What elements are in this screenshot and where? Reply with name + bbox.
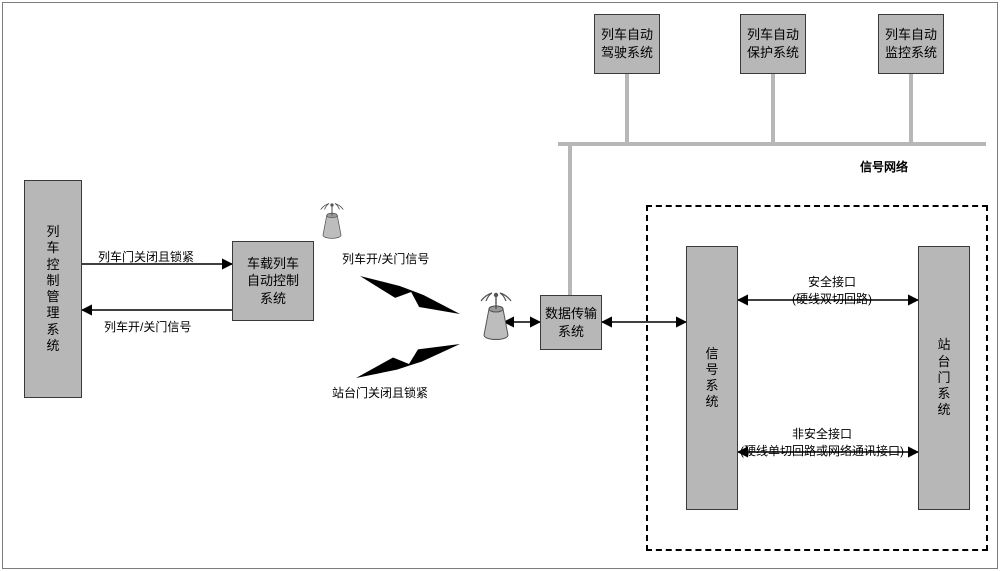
node-tcms: 列车控制管理系统: [24, 180, 82, 398]
edge-label-door-closed: 列车门关闭且锁紧: [98, 248, 194, 265]
dashed-subsystem-box: [646, 205, 988, 551]
bus-label: 信号网络: [860, 158, 908, 175]
diagram-canvas: 列车控制管理系统 车载列车自动控制系统 数据传输系统 列车自动驾驶系统 列车自动…: [0, 0, 1000, 571]
edge-label-nonsafe-if-main: 非安全接口: [792, 427, 852, 441]
edge-label-nonsafe-if: 非安全接口 (硬线单切回路或网络通讯接口): [740, 425, 904, 459]
node-onboard-label: 车载列车自动控制系统: [247, 255, 299, 308]
node-ats: 列车自动监控系统: [878, 14, 944, 74]
wireless-label-top: 列车开/关门信号: [342, 250, 429, 267]
edge-label-nonsafe-if-sub: (硬线单切回路或网络通讯接口): [740, 444, 904, 458]
edge-label-door-signal: 列车开/关门信号: [104, 318, 191, 335]
node-ats-label: 列车自动监控系统: [885, 26, 937, 61]
node-ato: 列车自动驾驶系统: [594, 14, 660, 74]
wireless-label-bottom: 站台门关闭且锁紧: [332, 384, 428, 401]
edge-label-safe-if: 安全接口 (硬线双切回路): [792, 273, 872, 307]
edge-label-safe-if-main: 安全接口: [808, 275, 856, 289]
node-data-transmission: 数据传输系统: [540, 295, 602, 350]
node-onboard-atc: 车载列车自动控制系统: [232, 241, 314, 321]
node-dts-label: 数据传输系统: [545, 305, 597, 340]
node-atp-label: 列车自动保护系统: [747, 26, 799, 61]
node-atp: 列车自动保护系统: [740, 14, 806, 74]
edge-label-safe-if-sub: (硬线双切回路): [792, 292, 872, 306]
node-tcms-label: 列车控制管理系统: [46, 224, 59, 354]
node-ato-label: 列车自动驾驶系统: [601, 26, 653, 61]
